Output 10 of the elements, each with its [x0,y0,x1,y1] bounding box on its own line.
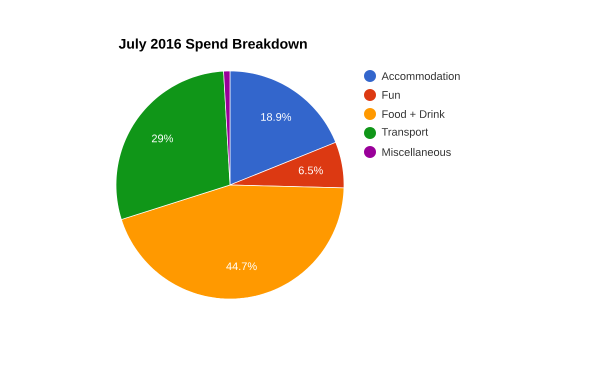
data-label: 6.5% [298,166,323,174]
legend-label: Fun [382,91,400,99]
legend-label: Miscellaneous [382,148,451,156]
chart-title: July 2016 Spend Breakdown [118,38,307,52]
legend-label: Accommodation [382,72,460,80]
data-label: 29% [152,134,174,142]
legend-label: Transport [382,128,428,138]
legend-label: Food + Drink [382,110,445,118]
data-label: 18.9% [261,113,292,121]
data-label: 44.7% [226,262,257,270]
